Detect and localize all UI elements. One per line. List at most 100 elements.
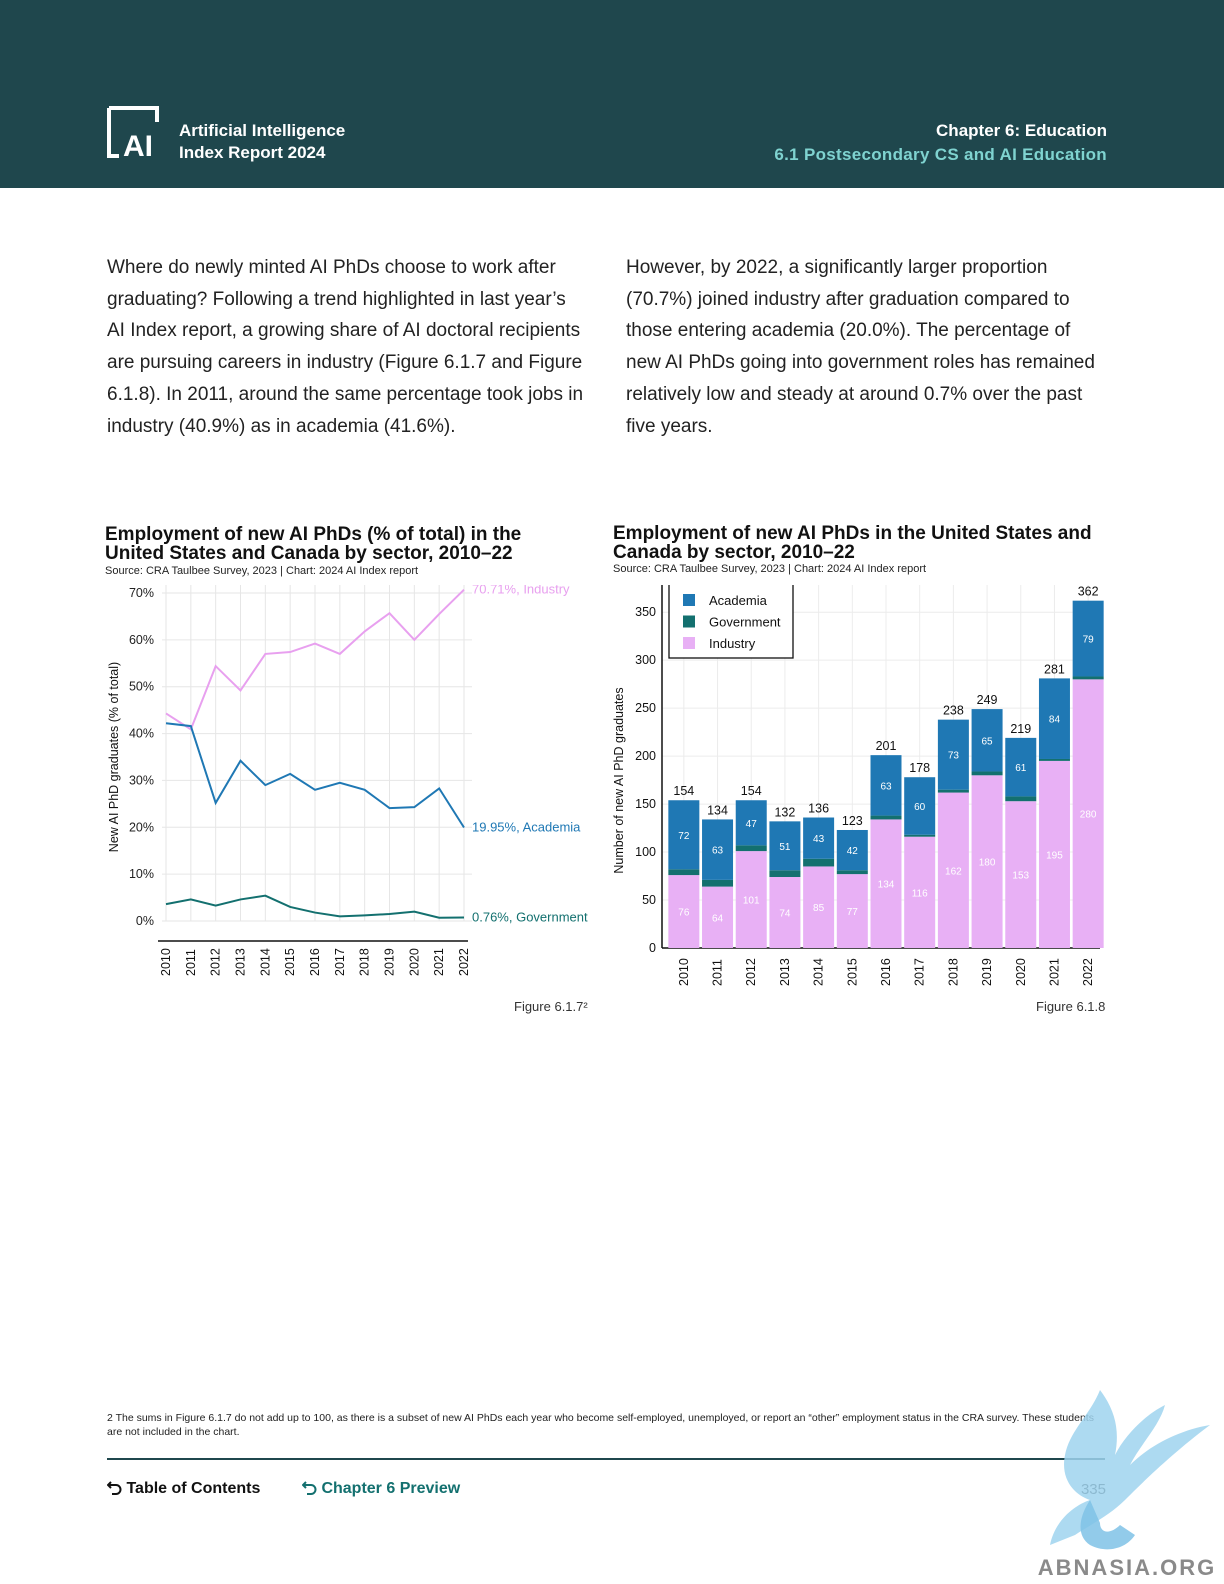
bar-chart-title-line-1: Employment of new AI PhDs in the United …	[613, 523, 1092, 544]
bar-chart-y-tick-label: 250	[635, 701, 656, 715]
bar-segment-label-industry: 101	[743, 896, 760, 907]
bar-segment-label-academia: 65	[982, 736, 994, 747]
bar-segment-government	[735, 845, 767, 852]
line-chart-x-tick-label: 2022	[457, 948, 471, 976]
bar-chart-x-tick-label: 2021	[1047, 958, 1061, 986]
stacked-bar-chart: 0 50 100 150 200 250 300 350 76 72 154 2010 64 63 134 2…	[612, 585, 1104, 986]
legend-swatch-government	[683, 615, 695, 628]
bar-chart-legend: Academia Government Industry	[668, 585, 794, 659]
line-chart-title: Employment of new AI PhDs (% of total) i…	[105, 525, 521, 563]
bar-chart-y-tick-label: 350	[635, 605, 656, 619]
bar-total-label: 249	[977, 693, 998, 707]
line-chart-x-tick-label: 2021	[432, 948, 446, 976]
bar-total-label: 132	[774, 805, 795, 819]
bar-segment-academia	[769, 821, 801, 871]
brand-line-1: Artificial Intelligence	[179, 121, 346, 140]
brand-name: Artificial Intelligence Index Report 202…	[179, 120, 345, 164]
bar-segment-label-academia: 42	[847, 846, 859, 857]
bar-segment-label-industry: 76	[678, 908, 690, 919]
bar-segment-label-academia: 63	[712, 846, 724, 857]
bar-segment-label-industry: 116	[912, 888, 928, 899]
bar-segment-academia	[668, 800, 700, 870]
line-chart-x-tick-label: 2017	[333, 948, 347, 976]
logo-text: AI	[123, 130, 153, 158]
bar-total-label: 362	[1078, 585, 1099, 599]
bar-total-label: 201	[876, 739, 897, 753]
legend-label-academia: Academia	[709, 593, 768, 608]
bar-segment-industry	[735, 851, 767, 948]
bar-chart-y-tick-label: 100	[635, 845, 656, 859]
bar-segment-academia	[870, 755, 902, 816]
chapter-preview-label: Chapter 6 Preview	[321, 1480, 461, 1497]
bar-segment-industry	[904, 836, 936, 948]
legend-label-industry: Industry	[709, 636, 756, 651]
bar-chart-y-tick-label: 50	[642, 893, 656, 907]
bar-total-label: 219	[1010, 722, 1031, 736]
bar-segment-label-academia: 63	[880, 781, 892, 792]
bar-segment-government	[971, 771, 1003, 776]
bar-chart-title-line-2: Canada by sector, 2010–22	[613, 542, 855, 563]
bar-segment-label-academia: 79	[1083, 635, 1095, 646]
bar-chart-x-tick-label: 2019	[980, 958, 994, 986]
bar-segment-label-academia: 60	[914, 802, 926, 813]
bar-segment-industry	[870, 819, 902, 948]
bar-segment-label-academia: 72	[678, 831, 690, 842]
bar-total-label: 238	[943, 704, 964, 718]
bar-segment-government	[668, 869, 700, 876]
bar-total-label: 134	[707, 803, 728, 817]
bar-total-label: 154	[673, 784, 694, 798]
line-chart-x-tick-label: 2010	[159, 948, 173, 976]
return-arrow-icon	[106, 1481, 122, 1495]
bar-segment-industry	[836, 874, 868, 948]
legend-label-government: Government	[709, 615, 781, 630]
bar-chart-x-tick-label: 2011	[711, 959, 725, 986]
line-chart-y-tick-label: 40%	[129, 727, 154, 741]
bar-segment-government	[836, 870, 868, 875]
bar-chart-y-tick-label: 150	[635, 797, 656, 811]
bar-segment-label-industry: 162	[945, 866, 962, 877]
bar-segment-academia	[702, 819, 734, 880]
bar-chart-x-tick-label: 2016	[879, 958, 893, 986]
line-chart-source: Source: CRA Taulbee Survey, 2023 | Chart…	[105, 565, 419, 577]
bar-segment-label-academia: 51	[779, 842, 791, 853]
bar-chart-x-tick-label: 2022	[1081, 958, 1095, 986]
line-chart-y-tick-label: 30%	[129, 773, 154, 787]
line-chart-y-tick-label: 20%	[129, 820, 154, 834]
bar-segment-label-industry: 64	[712, 913, 724, 924]
bar-chart-x-tick-label: 2017	[913, 958, 927, 986]
bar-chart-y-axis-label: Number of new AI PhD graduates	[612, 687, 626, 873]
intro-left-paragraph: Where do newly minted AI PhDs choose to …	[107, 257, 584, 437]
bar-chart-title: Employment of new AI PhDs in the United …	[613, 524, 1092, 562]
bar-segment-industry	[769, 877, 801, 948]
section-title: 6.1 Postsecondary CS and AI Education	[774, 145, 1107, 164]
bar-segment-academia	[1038, 678, 1070, 759]
bar-total-label: 123	[842, 814, 863, 828]
line-chart-y-tick-label: 60%	[129, 633, 154, 647]
line-chart-x-tick-label: 2013	[234, 948, 248, 976]
bar-segment-government	[803, 858, 835, 867]
bar-segment-industry	[702, 886, 734, 948]
chapter-preview-link[interactable]: Chapter 6 Preview	[301, 1480, 461, 1498]
figure-label-6-1-7: Figure 6.1.7²	[514, 999, 588, 1014]
bar-segment-label-industry: 153	[1012, 871, 1029, 882]
bar-segment-label-industry: 77	[847, 907, 859, 918]
bar-chart-x-tick-label: 2010	[677, 958, 691, 986]
bar-segment-label-industry: 134	[878, 880, 895, 891]
series-line-government	[165, 894, 465, 919]
bar-segment-industry	[668, 875, 700, 948]
line-chart: 0% 10% 20% 30% 40% 50% 60% 70% 2010 2011 2012 2013 2…	[107, 585, 588, 976]
chapter-heading: Chapter 6: Education 6.1 Postsecondary C…	[774, 119, 1107, 167]
bar-segment-label-academia: 73	[948, 751, 960, 762]
bar-segment-academia	[1072, 600, 1104, 677]
table-of-contents-link[interactable]: Table of Contents	[106, 1480, 260, 1498]
bar-segment-label-industry: 180	[979, 858, 996, 869]
line-chart-x-tick-label: 2020	[407, 948, 421, 976]
return-arrow-icon	[301, 1481, 317, 1495]
bar-chart-x-tick-label: 2012	[744, 958, 758, 986]
bar-segment-industry	[1072, 679, 1104, 948]
bar-total-label: 154	[741, 784, 762, 798]
bar-segment-label-industry: 195	[1046, 850, 1063, 861]
chapter-title: Chapter 6: Education	[936, 121, 1107, 140]
series-end-label-academia: 19.95%, Academia	[472, 820, 581, 835]
legend-swatch-academia	[683, 594, 695, 606]
